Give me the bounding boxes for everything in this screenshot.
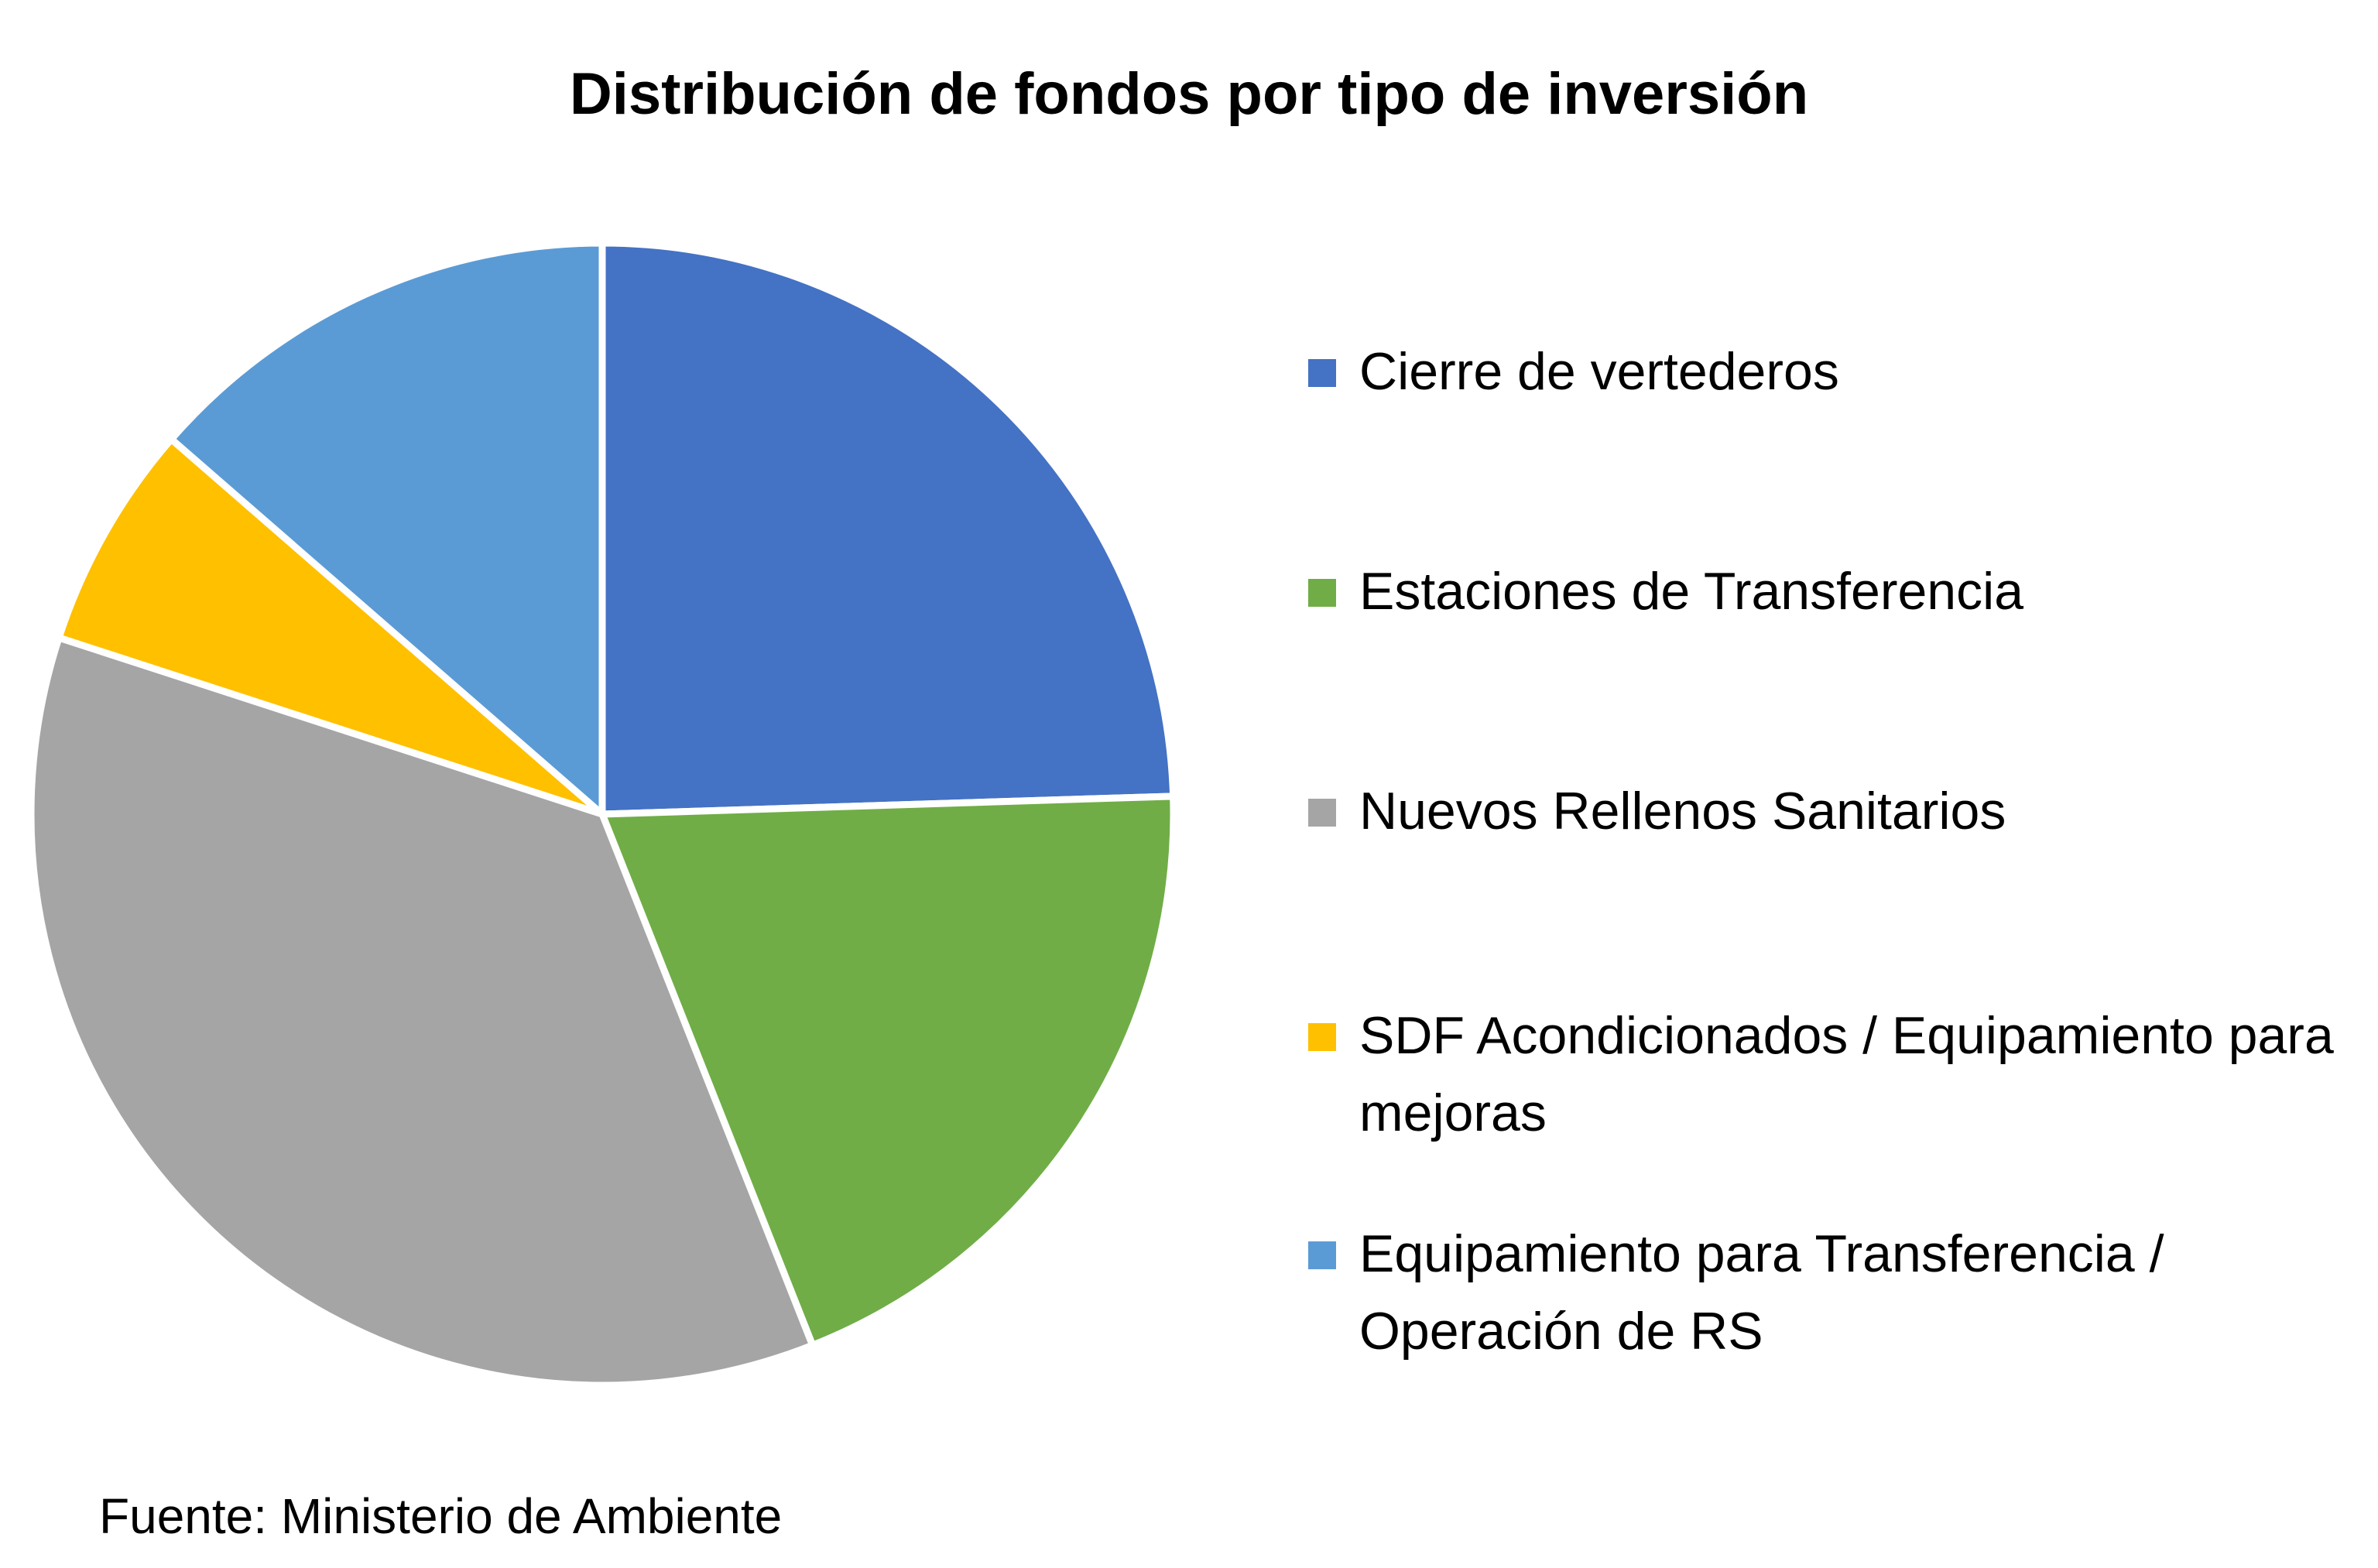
legend-label: Estaciones de Transferencia (1359, 562, 2024, 621)
legend-item-equipamiento-para-transferencia: Equipamiento para Transferencia / Operac… (1308, 1215, 2345, 1370)
legend-swatch (1308, 579, 1336, 607)
pie-slices (27, 239, 1177, 1389)
pie-slice-equipamiento-para-transferencia (167, 239, 606, 818)
chart-title: Distribución de fondos por tipo de inver… (569, 61, 1809, 127)
legend-label: SDF Acondicionados / Equipamiento para m… (1359, 1006, 2334, 1142)
legend-swatch (1308, 799, 1336, 827)
legend-label: Cierre de vertederos (1359, 342, 1839, 401)
source-note: Fuente: Ministerio de Ambiente (99, 1488, 783, 1544)
pie-slice-cierre-de-vertederos (598, 239, 1177, 818)
legend-swatch (1308, 359, 1336, 387)
legend-item-sdf-acondicionados: SDF Acondicionados / Equipamiento para m… (1308, 997, 2345, 1152)
legend-label: Equipamiento para Transferencia / Operac… (1359, 1224, 2164, 1361)
pie-slice-nuevos-rellenos-sanitarios (27, 634, 817, 1389)
legend-item-nuevos-rellenos-sanitarios: Nuevos Rellenos Sanitarios (1308, 772, 2345, 850)
legend-swatch (1308, 1023, 1336, 1051)
legend-label: Nuevos Rellenos Sanitarios (1359, 782, 2006, 840)
pie-slice-estaciones-de-transferencia (598, 793, 1177, 1349)
pie-slice-sdf-acondicionados (55, 435, 606, 818)
legend-item-estaciones-de-transferencia: Estaciones de Transferencia (1308, 553, 2345, 630)
legend-item-cierre-de-vertederos: Cierre de vertederos (1308, 333, 2345, 410)
legend-swatch (1308, 1241, 1336, 1269)
